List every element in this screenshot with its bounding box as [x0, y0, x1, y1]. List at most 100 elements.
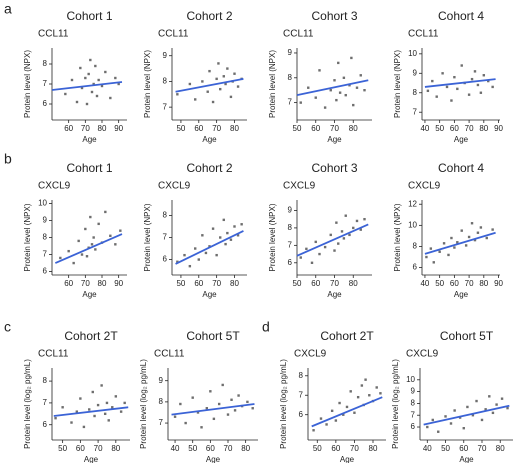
x-tick-label: 60 — [194, 279, 203, 288]
x-tick-label: 50 — [441, 444, 450, 453]
data-point — [82, 425, 86, 429]
fit-line — [54, 233, 123, 264]
data-point — [70, 78, 74, 82]
x-tick-label: 60 — [64, 279, 73, 288]
panel-title: Cohort 2 — [186, 161, 232, 175]
data-point — [348, 233, 351, 237]
data-point — [95, 94, 99, 98]
data-point — [208, 69, 211, 73]
data-point — [194, 98, 197, 101]
x-axis-label: Age — [84, 455, 99, 463]
protein-label: CXCL9 — [406, 349, 439, 360]
x-tick-label: 80 — [241, 444, 250, 453]
data-point — [340, 230, 344, 233]
data-point — [209, 390, 212, 393]
data-point — [450, 236, 453, 240]
x-tick-label: 70 — [465, 124, 474, 133]
x-tick-label: 80 — [479, 124, 488, 133]
data-point — [432, 261, 435, 264]
y-tick-label: 8 — [43, 376, 48, 385]
data-point — [310, 261, 314, 264]
panel-label: b — [4, 151, 12, 167]
panel-title: Cohort 3 — [311, 9, 357, 23]
x-tick-label: 80 — [111, 444, 120, 453]
panel-title: Cohort 4 — [438, 161, 484, 175]
data-point — [246, 400, 249, 404]
data-point — [87, 72, 90, 76]
data-point — [111, 406, 114, 409]
y-tick-label: 8 — [413, 242, 418, 251]
data-point — [345, 405, 349, 409]
data-point — [197, 258, 200, 261]
y-tick-label: 8 — [43, 233, 48, 242]
y-axis-label: Protein level (log₂ pg/mL) — [279, 359, 288, 449]
data-point — [456, 241, 459, 244]
data-point — [89, 58, 92, 62]
data-point — [484, 408, 487, 411]
data-point — [333, 79, 336, 82]
data-point — [206, 90, 209, 93]
data-point — [460, 64, 463, 67]
x-tick-label: 50 — [313, 444, 322, 453]
data-point — [464, 244, 468, 247]
panel-label: c — [4, 319, 11, 335]
panel-title: Cohort 2T — [320, 329, 374, 343]
x-tick-label: 70 — [81, 279, 90, 288]
data-point — [467, 235, 471, 239]
data-point — [453, 409, 456, 412]
data-point — [329, 233, 332, 237]
data-point — [191, 396, 194, 399]
data-point — [333, 249, 336, 252]
data-point — [363, 217, 366, 221]
data-point — [176, 93, 179, 96]
data-point — [349, 390, 352, 393]
x-tick-label: 60 — [331, 444, 340, 453]
x-tick-label: 90 — [114, 124, 123, 133]
data-point — [226, 413, 230, 416]
y-tick-label: 7 — [163, 102, 168, 111]
y-tick-label: 8 — [159, 397, 164, 406]
y-tick-label: 9 — [43, 216, 48, 225]
data-point — [212, 417, 216, 421]
x-axis-label: Age — [454, 135, 469, 144]
data-point — [224, 242, 227, 246]
data-point — [84, 227, 87, 231]
x-tick-label: 90 — [494, 279, 503, 288]
data-point — [200, 426, 203, 429]
data-point — [355, 219, 359, 223]
data-point — [97, 222, 100, 226]
data-point — [104, 210, 107, 214]
panel-label: d — [262, 319, 270, 335]
data-point — [375, 386, 378, 389]
data-point — [176, 260, 179, 263]
y-tick-label: 10 — [38, 199, 47, 208]
y-tick-label: 10 — [408, 49, 417, 58]
data-point — [338, 91, 342, 94]
data-point — [211, 227, 215, 230]
y-tick-label: 7 — [411, 410, 416, 419]
data-point — [342, 413, 345, 416]
x-tick-label: 70 — [94, 444, 103, 453]
data-point — [236, 85, 240, 88]
data-point — [319, 417, 323, 420]
data-point — [442, 242, 446, 245]
data-point — [363, 89, 366, 92]
y-tick-label: 6 — [43, 99, 48, 108]
data-point — [360, 384, 364, 387]
y-tick-label: 6 — [288, 258, 293, 267]
x-tick-label: 50 — [435, 279, 444, 288]
data-point — [183, 253, 186, 257]
data-point — [352, 226, 355, 230]
data-point — [75, 100, 79, 104]
data-point — [222, 75, 225, 78]
data-point — [323, 106, 327, 109]
data-point — [240, 223, 243, 226]
protein-label: CCL11 — [154, 349, 185, 360]
data-point — [342, 76, 346, 79]
y-axis-label: Protein level (log₂ pg/mL) — [139, 359, 148, 449]
x-axis-label: Age — [454, 290, 469, 299]
x-tick-label: 40 — [420, 279, 429, 288]
x-tick-label: 50 — [58, 444, 67, 453]
x-tick-label: 50 — [176, 279, 185, 288]
data-point — [219, 87, 222, 91]
